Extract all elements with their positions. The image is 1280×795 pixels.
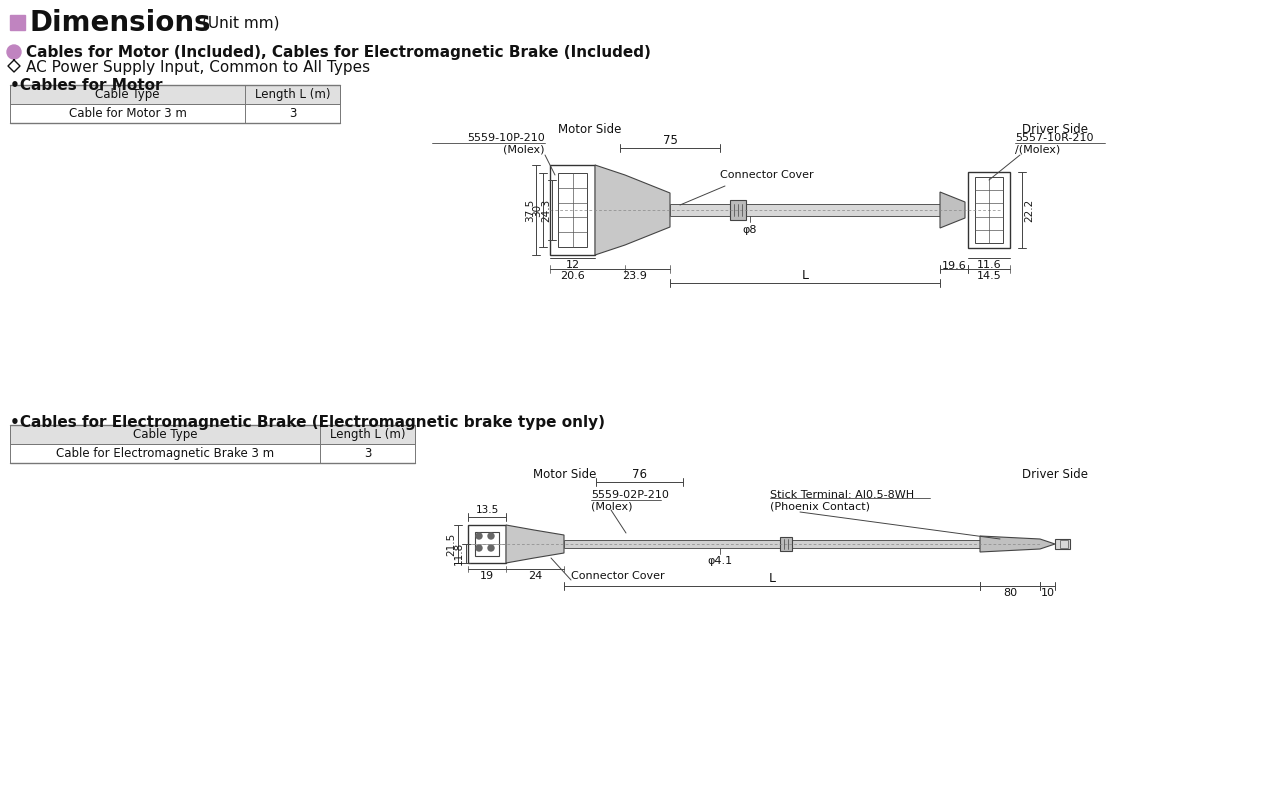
Text: 75: 75 [663, 134, 677, 147]
Polygon shape [980, 536, 1055, 552]
Text: 10: 10 [1041, 588, 1055, 598]
Bar [10, 15, 26, 30]
Text: 11.6: 11.6 [977, 260, 1001, 270]
Text: 3: 3 [289, 107, 296, 120]
Text: Cable Type: Cable Type [133, 428, 197, 441]
Text: 3: 3 [364, 447, 371, 460]
Text: φ8: φ8 [742, 225, 758, 235]
Text: 23.9: 23.9 [622, 271, 648, 281]
Bar [968, 172, 1010, 248]
Text: Length L (m): Length L (m) [255, 88, 330, 101]
Text: 19: 19 [480, 571, 494, 581]
Text: (Unit mm): (Unit mm) [202, 15, 279, 30]
Text: L: L [768, 572, 776, 585]
Circle shape [488, 533, 494, 539]
Text: 22.2: 22.2 [1024, 199, 1034, 222]
Text: Driver Side: Driver Side [1021, 468, 1088, 481]
Text: Cable for Motor 3 m: Cable for Motor 3 m [69, 107, 187, 120]
Bar [475, 532, 499, 556]
Text: Motor Side: Motor Side [558, 123, 622, 136]
Polygon shape [780, 537, 792, 551]
Bar [10, 85, 340, 104]
Circle shape [488, 545, 494, 551]
Polygon shape [564, 540, 980, 548]
Text: φ4.1: φ4.1 [708, 556, 732, 566]
Text: 80: 80 [1004, 588, 1018, 598]
Text: 21.5: 21.5 [445, 533, 456, 556]
Bar [550, 165, 595, 255]
Text: Cable for Electromagnetic Brake 3 m: Cable for Electromagnetic Brake 3 m [56, 447, 274, 460]
Text: Cables for Motor (Included), Cables for Electromagnetic Brake (Included): Cables for Motor (Included), Cables for … [26, 45, 650, 60]
Text: 11.8: 11.8 [454, 542, 465, 565]
Text: 76: 76 [632, 468, 646, 481]
Text: Connector Cover: Connector Cover [719, 170, 814, 180]
Text: L: L [801, 269, 809, 282]
Bar [558, 173, 588, 247]
Polygon shape [669, 204, 940, 216]
Bar [975, 177, 1004, 243]
Polygon shape [730, 200, 746, 220]
Bar [10, 425, 415, 444]
Text: Connector Cover: Connector Cover [571, 571, 664, 581]
Circle shape [6, 45, 20, 59]
Text: 30: 30 [532, 204, 541, 216]
Bar [468, 525, 506, 563]
Text: Motor Side: Motor Side [534, 468, 596, 481]
Text: 5559-02P-210
(Molex): 5559-02P-210 (Molex) [591, 490, 669, 512]
Text: 19.6: 19.6 [942, 261, 966, 271]
Text: Dimensions: Dimensions [29, 9, 211, 37]
Bar [1055, 539, 1070, 549]
Text: 37.5: 37.5 [525, 199, 535, 222]
Text: Driver Side: Driver Side [1021, 123, 1088, 136]
Polygon shape [506, 525, 564, 563]
Text: •Cables for Electromagnetic Brake (Electromagnetic brake type only): •Cables for Electromagnetic Brake (Elect… [10, 415, 605, 430]
Text: 24: 24 [527, 571, 543, 581]
Polygon shape [940, 192, 965, 228]
Circle shape [476, 533, 483, 539]
Text: 5557-10R-210
/(Molex): 5557-10R-210 /(Molex) [1015, 134, 1093, 155]
Circle shape [476, 545, 483, 551]
Text: 12: 12 [566, 260, 580, 270]
Text: 24.3: 24.3 [541, 199, 550, 222]
Text: •Cables for Motor: •Cables for Motor [10, 78, 163, 93]
Text: Length L (m): Length L (m) [330, 428, 406, 441]
Text: Cable Type: Cable Type [95, 88, 160, 101]
Text: AC Power Supply Input, Common to All Types: AC Power Supply Input, Common to All Typ… [26, 60, 370, 75]
Text: 5559-10P-210
(Molex): 5559-10P-210 (Molex) [467, 134, 545, 155]
Text: 13.5: 13.5 [475, 505, 499, 515]
Text: 20.6: 20.6 [561, 271, 585, 281]
Text: Stick Terminal: AI0.5-8WH
(Phoenix Contact): Stick Terminal: AI0.5-8WH (Phoenix Conta… [771, 490, 914, 512]
Polygon shape [595, 165, 669, 255]
Bar [1060, 540, 1068, 548]
Text: 14.5: 14.5 [977, 271, 1001, 281]
